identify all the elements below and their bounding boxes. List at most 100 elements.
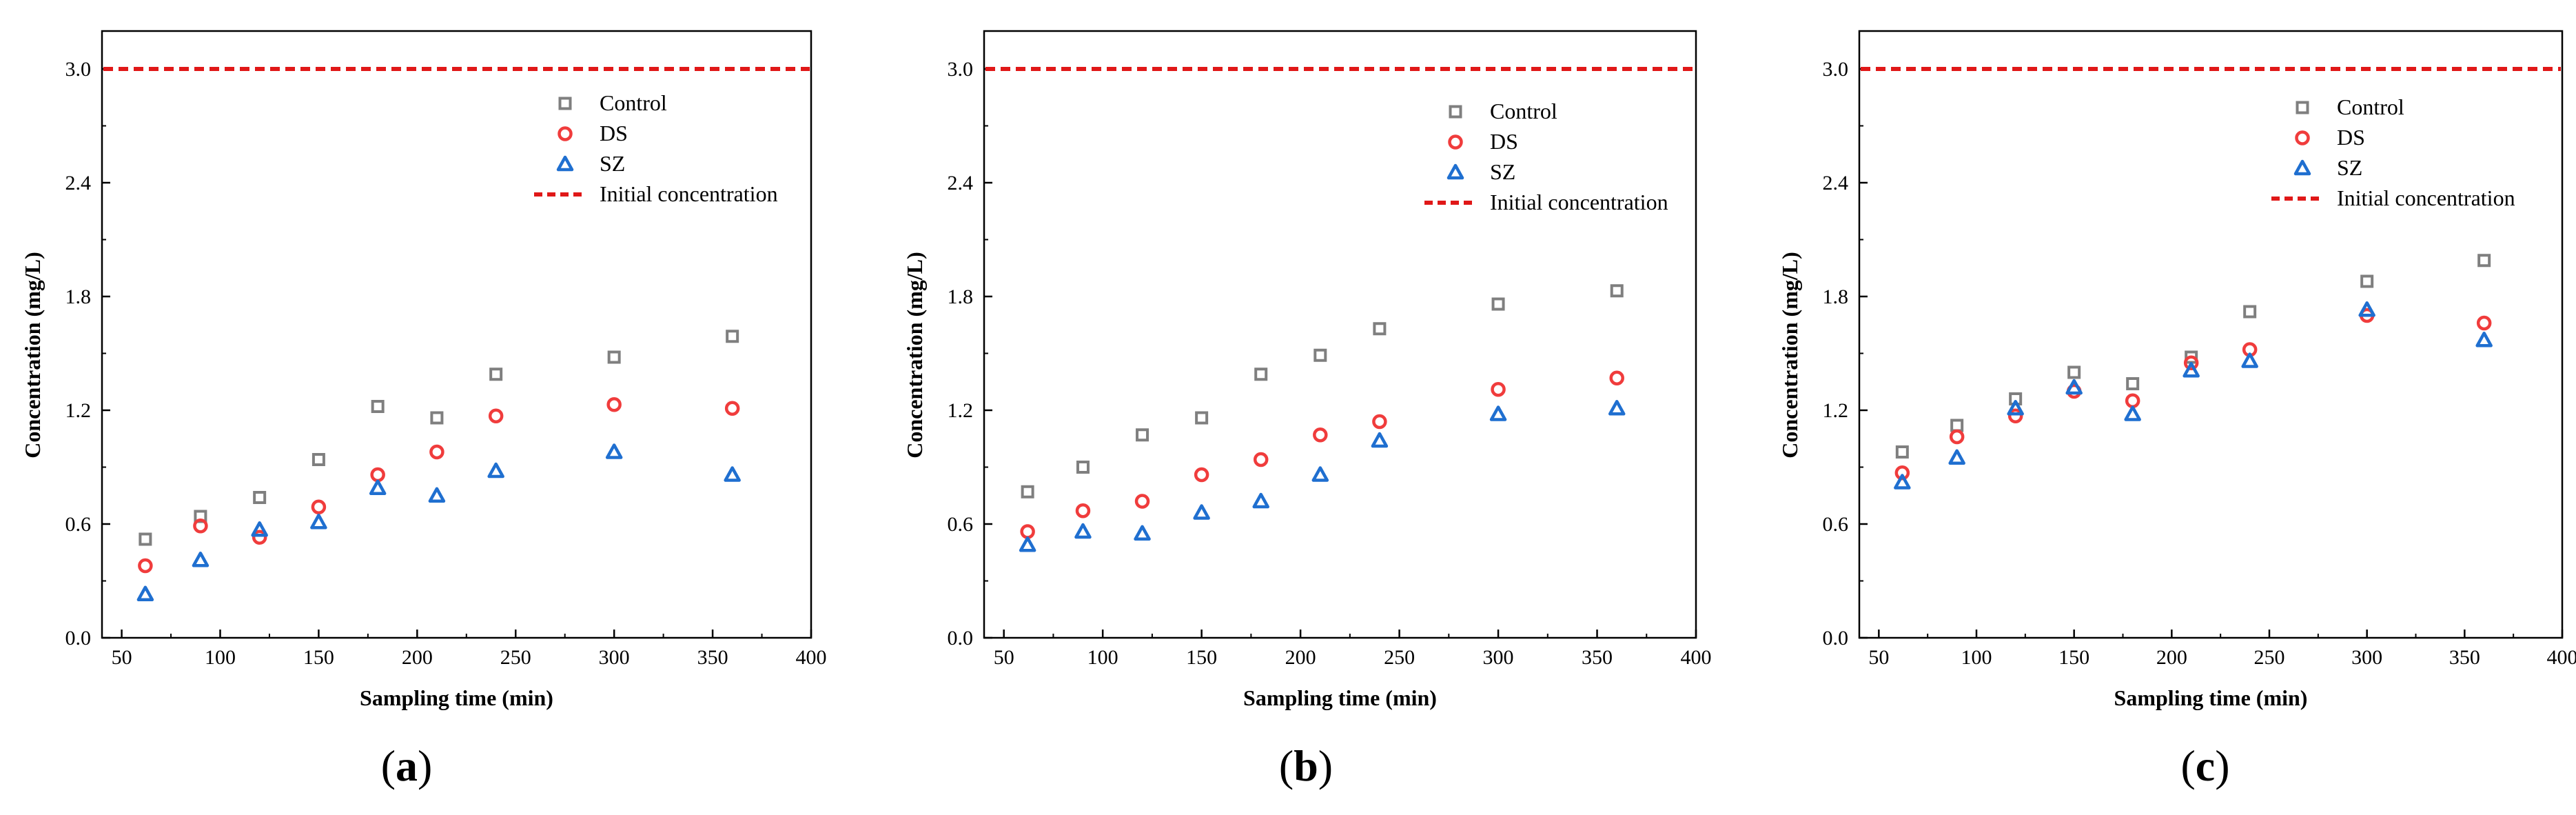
x-tick-label: 100 (1087, 646, 1118, 669)
series-sz (136, 443, 741, 601)
data-point-ds (311, 499, 327, 514)
legend-marker-sz (2293, 159, 2311, 176)
x-tick-label: 150 (1186, 646, 1217, 669)
x-tick-label: 300 (599, 646, 630, 669)
data-point-control (1021, 485, 1034, 499)
y-tick-label: 1.2 (65, 399, 92, 422)
data-point-control (2243, 305, 2257, 319)
data-point-sz (1134, 525, 1151, 541)
x-tick-label: 150 (303, 646, 334, 669)
x-tick-label: 400 (796, 646, 827, 669)
x-axis-label: Sampling time (min) (2114, 685, 2308, 710)
legend-marker-control (1449, 105, 1462, 119)
x-tick-label: 50 (994, 646, 1014, 669)
x-axis-label: Sampling time (min) (360, 685, 553, 710)
series-ds (1020, 370, 1624, 539)
x-tick-label: 50 (1868, 646, 1889, 669)
data-point-control (1313, 348, 1327, 362)
data-point-sz (2475, 332, 2493, 348)
x-tick-label: 100 (1961, 646, 1992, 669)
data-point-sz (1074, 523, 1092, 539)
series-sz (1894, 301, 2493, 490)
data-point-sz (1894, 474, 1911, 490)
chart-panel-c: 50 100 150 200 250 300 350 400 0.0 0.6 1.2 1.8 2.4 3.… (1777, 30, 2576, 790)
data-point-control (1195, 411, 1209, 425)
data-point-ds (252, 530, 267, 545)
data-point-control (1076, 461, 1090, 474)
data-point-control (139, 532, 152, 546)
legend-marker-sz (556, 155, 574, 172)
y-tick-label: 3.0 (948, 58, 974, 81)
data-point-ds (1491, 382, 1506, 397)
panel-label-letter: c (2196, 741, 2215, 790)
data-point-sz (1019, 536, 1036, 552)
data-point-ds (138, 558, 153, 574)
data-point-ds (1372, 414, 1387, 430)
data-point-sz (310, 514, 327, 530)
plot-frame (1858, 30, 2564, 639)
data-point-sz (1489, 405, 1507, 421)
data-point-sz (369, 479, 387, 495)
data-point-control (607, 350, 621, 364)
legend-label-sz: SZ (1490, 159, 1515, 184)
legend-label-initial-concentration: Initial concentration (2337, 185, 2515, 210)
x-tick-label: 250 (1384, 646, 1415, 669)
y-tick-label: 0.0 (1823, 627, 1849, 650)
data-point-control (489, 368, 503, 381)
data-point-sz (2183, 362, 2200, 378)
y-tick-label: 2.4 (65, 172, 92, 194)
y-tick-label: 1.2 (1823, 399, 1849, 422)
legend-label-ds: DS (600, 121, 628, 145)
chart-panel-a: 50 100 150 200 250 300 350 400 0.0 0.6 1.2 1.8 2.4 3.… (20, 30, 827, 790)
x-tick-label: 300 (2351, 646, 2382, 669)
data-point-control (2477, 254, 2491, 268)
data-point-control (2126, 377, 2140, 390)
legend-marker-control (2296, 101, 2309, 114)
data-point-sz (724, 466, 741, 482)
data-point-ds (1253, 452, 1269, 467)
data-point-ds (488, 408, 504, 423)
x-tick-label: 250 (2254, 646, 2285, 669)
legend-marker-control (558, 97, 572, 110)
data-point-ds (1949, 429, 1965, 445)
data-point-ds (2183, 355, 2199, 370)
data-point-sz (2241, 352, 2258, 368)
data-point-sz (2124, 405, 2141, 421)
panel-label: (b) (1279, 741, 1333, 790)
series-control (1021, 284, 1624, 499)
data-point-sz (487, 462, 504, 479)
data-point-ds (1134, 494, 1150, 509)
x-tick-label: 200 (1285, 646, 1316, 669)
series-ds (138, 397, 740, 574)
legend-marker-ds (558, 126, 573, 141)
legend-label-initial-concentration: Initial concentration (1490, 190, 1668, 214)
legend-label-control: Control (1490, 99, 1557, 123)
data-point-ds (1894, 465, 1910, 481)
data-point-sz (1311, 466, 1329, 482)
x-tick-label: 200 (2156, 646, 2187, 669)
y-tick-label: 2.4 (948, 172, 974, 194)
x-tick-label: 350 (697, 646, 728, 669)
data-point-sz (2065, 379, 2083, 395)
data-point-ds (1194, 467, 1209, 483)
data-point-control (2067, 365, 2081, 379)
data-point-sz (192, 552, 209, 567)
panel-label-letter: b (1294, 741, 1318, 790)
data-point-sz (2358, 301, 2375, 317)
data-point-control (726, 330, 739, 343)
data-point-sz (136, 585, 154, 601)
x-tick-label: 300 (1483, 646, 1514, 669)
data-point-ds (1609, 370, 1624, 385)
y-tick-label: 0.6 (1823, 513, 1849, 536)
data-point-control (311, 453, 325, 466)
data-point-control (1373, 322, 1387, 336)
data-point-sz (605, 443, 623, 459)
y-axis-label: Concentration (mg/L) (20, 252, 45, 459)
x-tick-label: 350 (1582, 646, 1613, 669)
data-point-ds (724, 401, 740, 416)
legend-label-control: Control (600, 90, 667, 115)
y-tick-label: 0.6 (65, 513, 92, 536)
chart-panel-b: 50 100 150 200 250 300 350 400 0.0 0.6 1.2 1.8 2.4 3.… (902, 30, 1712, 790)
y-tick-label: 1.2 (948, 399, 974, 422)
data-point-control (1491, 297, 1505, 311)
